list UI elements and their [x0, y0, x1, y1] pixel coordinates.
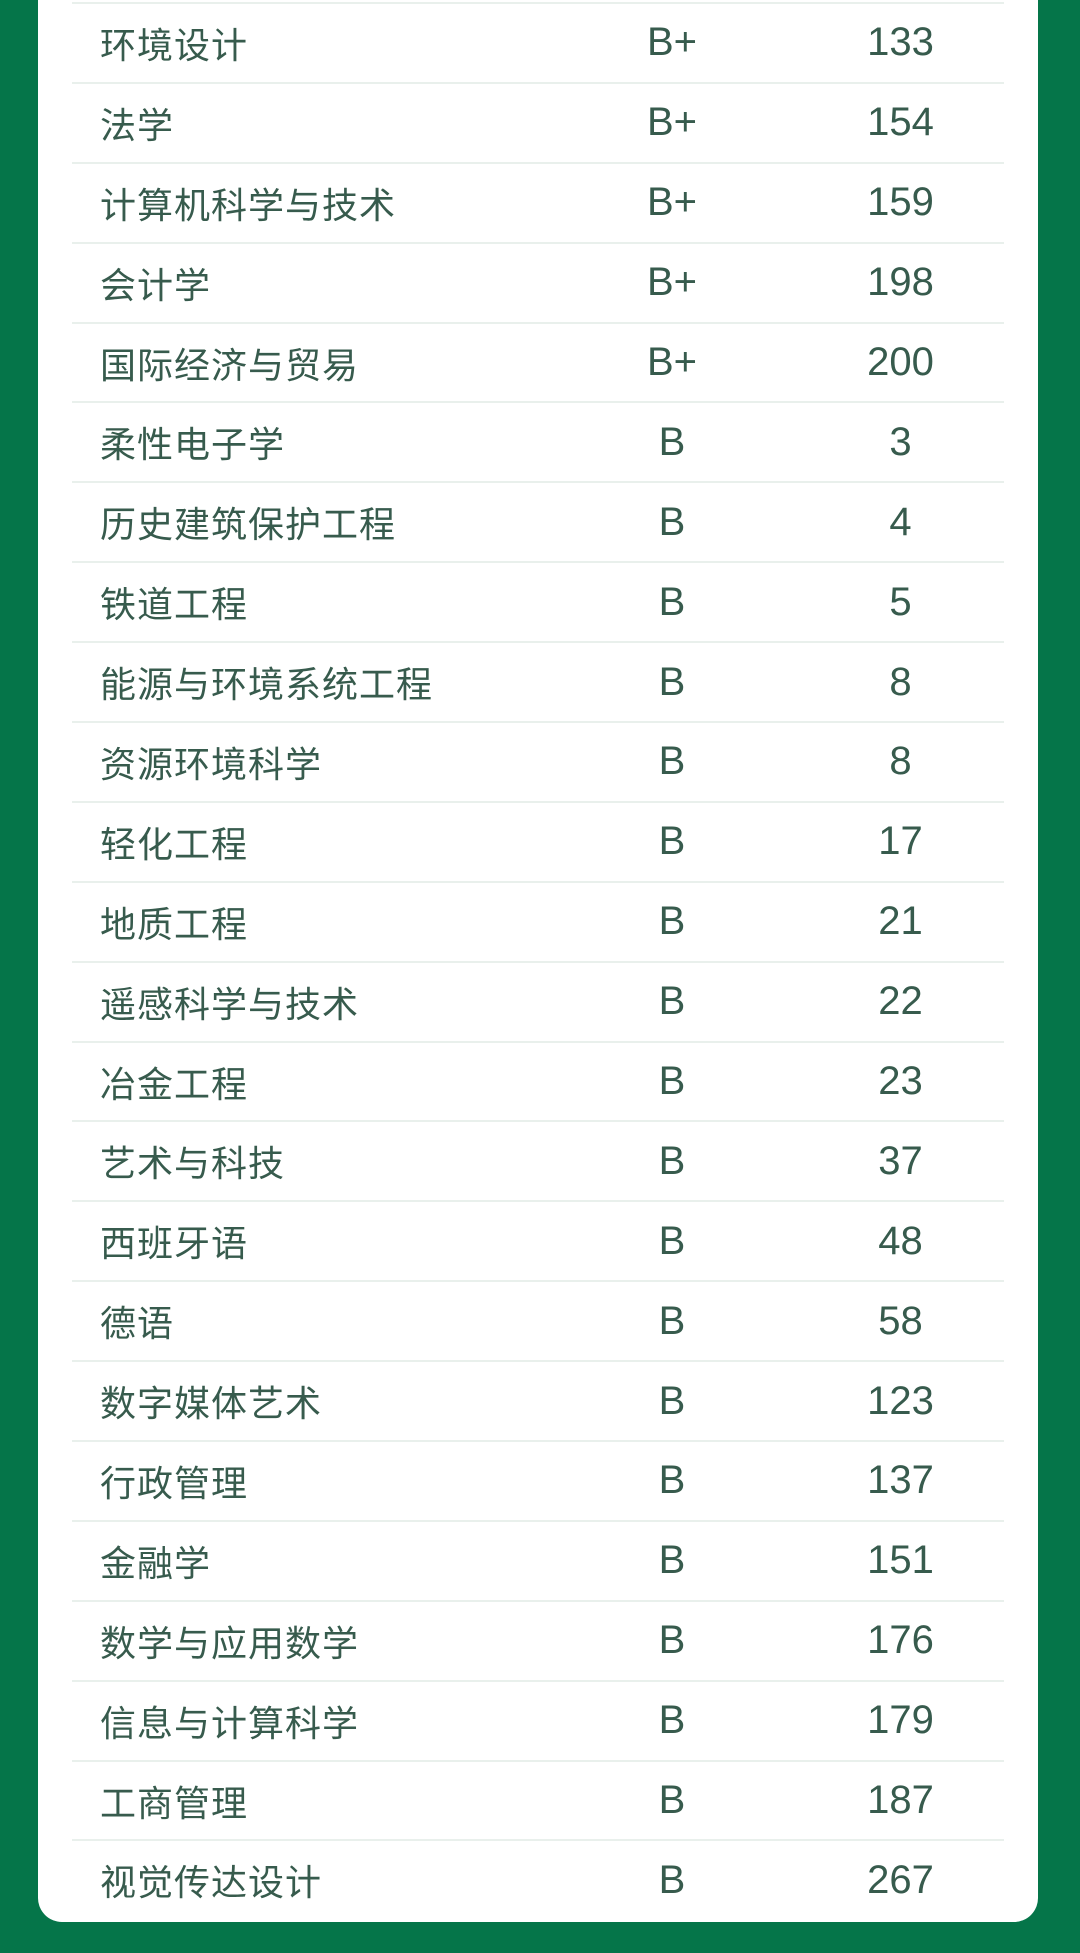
major-name-cell: 艺术与科技	[100, 1143, 286, 1185]
rank-count-cell: 159	[867, 180, 934, 225]
rank-count-cell: 37	[878, 1138, 923, 1183]
grade-badge-cell: B	[658, 1298, 686, 1343]
major-name-cell: 计算机科学与技术	[100, 184, 397, 226]
grade-badge-cell: B+	[646, 180, 698, 225]
grade-badge-cell: B	[658, 1698, 686, 1743]
grade-badge-cell: B+	[646, 100, 698, 145]
grade-badge-cell: B+	[646, 20, 698, 65]
rank-count-cell: 5	[889, 579, 912, 624]
grade-badge-cell: B	[658, 819, 686, 864]
grade-badge-cell: B	[658, 499, 686, 544]
grade-badge-cell: B	[658, 979, 686, 1024]
major-name-cell: 遥感科学与技术	[100, 983, 360, 1025]
ranking-table: 环境设计 B+ 133 法学 B+ 154 计算机科学与技术 B+ 159 会计…	[72, 2, 1004, 1919]
rank-count-cell: 8	[889, 659, 912, 704]
table-row[interactable]: 会计学 B+ 198	[72, 241, 1004, 322]
table-row[interactable]: 数字媒体艺术 B 123	[72, 1360, 1004, 1440]
rank-count-cell: 154	[867, 100, 934, 145]
grade-badge-cell: B	[658, 1538, 686, 1583]
grade-badge-cell: B	[658, 1458, 686, 1503]
table-row[interactable]: 工商管理 B 187	[72, 1759, 1004, 1840]
grade-badge-cell: B	[658, 419, 686, 464]
table-row[interactable]: 数学与应用数学 B 176	[72, 1599, 1004, 1680]
table-row[interactable]: 法学 B+ 154	[72, 81, 1004, 162]
major-name-cell: 法学	[100, 104, 175, 146]
rank-count-cell: 48	[878, 1218, 923, 1263]
major-name-cell: 工商管理	[100, 1782, 249, 1824]
table-row[interactable]: 信息与计算科学 B 179	[72, 1679, 1004, 1760]
major-name-cell: 德语	[100, 1303, 175, 1345]
major-name-cell: 地质工程	[100, 903, 249, 945]
grade-badge-cell: B	[658, 579, 686, 624]
rank-count-cell: 58	[878, 1298, 923, 1343]
major-name-cell: 信息与计算科学	[100, 1702, 360, 1744]
rank-count-cell: 267	[867, 1857, 934, 1902]
rank-count-cell: 22	[878, 979, 923, 1024]
table-row[interactable]: 能源与环境系统工程 B 8	[72, 641, 1004, 721]
table-row[interactable]: 轻化工程 B 17	[72, 800, 1004, 881]
rank-count-cell: 151	[867, 1538, 934, 1583]
table-row[interactable]: 历史建筑保护工程 B 4	[72, 481, 1004, 561]
grade-badge-cell: B	[658, 1138, 686, 1183]
table-row[interactable]: 铁道工程 B 5	[72, 561, 1004, 641]
rank-count-cell: 198	[867, 260, 934, 305]
grade-badge-cell: B	[658, 1218, 686, 1263]
grade-badge-cell: B	[658, 899, 686, 944]
rank-count-cell: 133	[867, 20, 934, 65]
grade-badge-cell: B	[658, 1857, 686, 1902]
major-name-cell: 视觉传达设计	[100, 1862, 323, 1904]
grade-badge-cell: B+	[646, 340, 698, 384]
table-row[interactable]: 环境设计 B+ 133	[72, 2, 1004, 82]
grade-badge-cell: B	[658, 1618, 686, 1663]
grade-badge-cell: B	[658, 1378, 686, 1423]
rank-count-cell: 123	[867, 1378, 934, 1423]
major-name-cell: 西班牙语	[100, 1223, 249, 1265]
table-row[interactable]: 资源环境科学 B 8	[72, 721, 1004, 801]
major-name-cell: 金融学	[100, 1542, 212, 1584]
major-name-cell: 环境设计	[100, 24, 249, 66]
rank-count-cell: 8	[889, 739, 912, 784]
rank-count-cell: 3	[889, 419, 912, 464]
rank-count-cell: 4	[889, 499, 912, 544]
rank-count-cell: 187	[867, 1778, 934, 1823]
major-name-cell: 历史建筑保护工程	[100, 504, 397, 546]
grade-badge-cell: B	[658, 1059, 686, 1104]
rank-count-cell: 23	[878, 1059, 923, 1104]
table-row[interactable]: 计算机科学与技术 B+ 159	[72, 161, 1004, 242]
table-row[interactable]: 国际经济与贸易 B+ 200	[72, 321, 1004, 402]
table-row[interactable]: 柔性电子学 B 3	[72, 401, 1004, 481]
major-name-cell: 轻化工程	[100, 823, 249, 865]
major-name-cell: 资源环境科学	[100, 743, 323, 785]
table-row[interactable]: 金融学 B 151	[72, 1519, 1004, 1600]
rank-count-cell: 21	[878, 899, 923, 944]
major-name-cell: 会计学	[100, 264, 212, 306]
major-name-cell: 国际经济与贸易	[100, 344, 360, 386]
table-row[interactable]: 行政管理 B 137	[72, 1440, 1004, 1520]
rank-count-cell: 176	[867, 1618, 934, 1663]
ranking-table-card: 环境设计 B+ 133 法学 B+ 154 计算机科学与技术 B+ 159 会计…	[38, 0, 1038, 1922]
table-row[interactable]: 艺术与科技 B 37	[72, 1120, 1004, 1200]
major-name-cell: 能源与环境系统工程	[100, 664, 434, 706]
rank-count-cell: 200	[867, 340, 934, 384]
table-row[interactable]: 德语 B 58	[72, 1280, 1004, 1360]
grade-badge-cell: B+	[646, 260, 698, 305]
grade-badge-cell: B	[658, 739, 686, 784]
grade-badge-cell: B	[658, 659, 686, 704]
table-row[interactable]: 西班牙语 B 48	[72, 1200, 1004, 1280]
rank-count-cell: 179	[867, 1698, 934, 1743]
major-name-cell: 柔性电子学	[100, 424, 286, 466]
rank-count-cell: 137	[867, 1458, 934, 1503]
major-name-cell: 数字媒体艺术	[100, 1383, 323, 1425]
table-row[interactable]: 视觉传达设计 B 267	[72, 1839, 1004, 1919]
major-name-cell: 数学与应用数学	[100, 1622, 360, 1664]
grade-badge-cell: B	[658, 1778, 686, 1823]
major-name-cell: 冶金工程	[100, 1063, 249, 1105]
rank-count-cell: 17	[878, 819, 923, 864]
major-name-cell: 行政管理	[100, 1462, 249, 1504]
major-name-cell: 铁道工程	[100, 584, 249, 626]
table-row[interactable]: 地质工程 B 21	[72, 880, 1004, 961]
table-row[interactable]: 遥感科学与技术 B 22	[72, 960, 1004, 1041]
table-row[interactable]: 冶金工程 B 23	[72, 1040, 1004, 1121]
